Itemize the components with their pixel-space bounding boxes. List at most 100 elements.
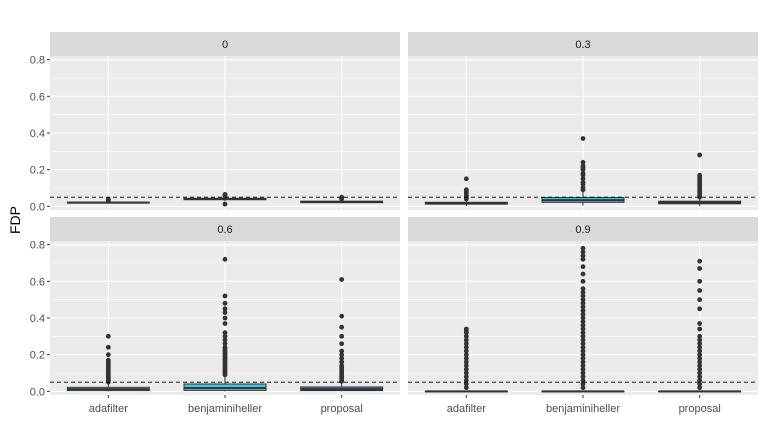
outlier-point — [463, 341, 469, 347]
facet-strip — [408, 217, 758, 241]
outlier-point — [580, 348, 586, 354]
outlier-point — [105, 357, 111, 363]
outlier-point — [580, 359, 586, 365]
outlier-point — [463, 326, 469, 332]
outlier-point — [339, 324, 345, 330]
outlier-point — [697, 306, 703, 312]
outlier-point — [697, 333, 703, 339]
outlier-point — [463, 363, 469, 369]
box-adafilter — [66, 196, 150, 204]
outlier-point — [580, 136, 586, 141]
outlier-point — [339, 359, 345, 365]
outlier-point — [222, 330, 228, 336]
outlier-point — [580, 163, 586, 169]
x-tick-label: proposal — [321, 403, 363, 415]
facet-strip — [408, 32, 758, 56]
outlier-point — [580, 330, 586, 336]
outlier-point — [580, 352, 586, 358]
outlier-point — [580, 308, 586, 314]
outlier-point — [580, 159, 586, 165]
outlier-point — [697, 344, 703, 350]
outlier-point — [222, 192, 228, 197]
outlier-point — [580, 366, 586, 372]
outlier-point — [580, 176, 586, 182]
outlier-point — [463, 359, 469, 365]
outlier-point — [580, 300, 586, 306]
outlier-point — [580, 304, 586, 310]
outlier-point — [339, 363, 345, 369]
outlier-point — [463, 370, 469, 376]
outlier-point — [222, 300, 228, 306]
outlier-point — [580, 355, 586, 361]
outlier-point — [222, 321, 228, 326]
outlier-point — [339, 341, 345, 347]
outlier-point — [697, 172, 703, 178]
outlier-point — [697, 363, 703, 369]
outlier-point — [697, 377, 703, 383]
box-benjaminiheller — [541, 245, 625, 393]
outlier-point — [580, 385, 586, 391]
outlier-point — [105, 344, 111, 350]
facet-strip-label: 0.9 — [575, 224, 590, 236]
outlier-point — [339, 194, 345, 200]
y-tick-label: 0.2 — [30, 350, 45, 362]
outlier-point — [105, 333, 111, 339]
outlier-point — [580, 170, 586, 176]
box-adafilter — [424, 176, 508, 206]
facet-strip — [50, 217, 400, 241]
y-tick-label: 0.0 — [30, 386, 45, 398]
outlier-point — [697, 341, 703, 347]
box-proposal — [658, 258, 742, 393]
outlier-point — [697, 278, 703, 284]
facet-panel-0: 0 0.0 0.2 0.4 0.6 0.8 — [30, 32, 400, 213]
outlier-point — [580, 363, 586, 369]
box-adafilter — [66, 333, 150, 392]
outlier-point — [580, 381, 586, 387]
outlier-point — [580, 333, 586, 339]
outlier-point — [697, 348, 703, 354]
y-tick-label: 0.8 — [30, 55, 45, 67]
outlier-point — [339, 333, 345, 339]
outlier-point — [339, 348, 345, 354]
y-tick-label: 0.2 — [30, 165, 45, 177]
outlier-point — [222, 344, 228, 350]
outlier-point — [463, 377, 469, 383]
outlier-point — [697, 374, 703, 380]
outlier-point — [697, 352, 703, 358]
outlier-point — [222, 310, 228, 315]
outlier-point — [697, 355, 703, 361]
outlier-point — [580, 253, 586, 259]
outlier-point — [580, 341, 586, 347]
outlier-point — [580, 256, 586, 262]
outlier-point — [580, 315, 586, 321]
outlier-point — [697, 297, 703, 303]
outlier-point — [222, 256, 228, 262]
outlier-point — [697, 288, 703, 293]
outlier-point — [580, 370, 586, 376]
outlier-point — [463, 333, 469, 339]
outlier-point — [463, 348, 469, 354]
x-tick-label: benjaminiheller — [188, 403, 262, 415]
outlier-point — [580, 264, 586, 270]
outlier-point — [580, 374, 586, 380]
outlier-point — [339, 313, 345, 319]
y-tick-label: 0.6 — [30, 91, 45, 103]
outlier-point — [580, 377, 586, 383]
outlier-point — [339, 352, 345, 358]
outlier-point — [463, 352, 469, 358]
y-tick-label: 0.8 — [30, 240, 45, 252]
outlier-point — [222, 333, 228, 339]
y-tick-label: 0.0 — [30, 201, 45, 213]
outlier-point — [697, 152, 703, 158]
y-tick-label: 0.6 — [30, 276, 45, 288]
box-benjaminiheller — [183, 192, 267, 207]
y-axis-title: FDP — [7, 206, 23, 234]
facet-strip-label: 0 — [222, 39, 228, 51]
outlier-point — [222, 293, 228, 299]
outlier-point — [222, 337, 228, 343]
box-proposal — [658, 152, 742, 206]
x-tick-label: adafilter — [89, 403, 128, 415]
outlier-point — [463, 187, 469, 193]
outlier-point — [580, 337, 586, 343]
outlier-point — [580, 185, 586, 191]
